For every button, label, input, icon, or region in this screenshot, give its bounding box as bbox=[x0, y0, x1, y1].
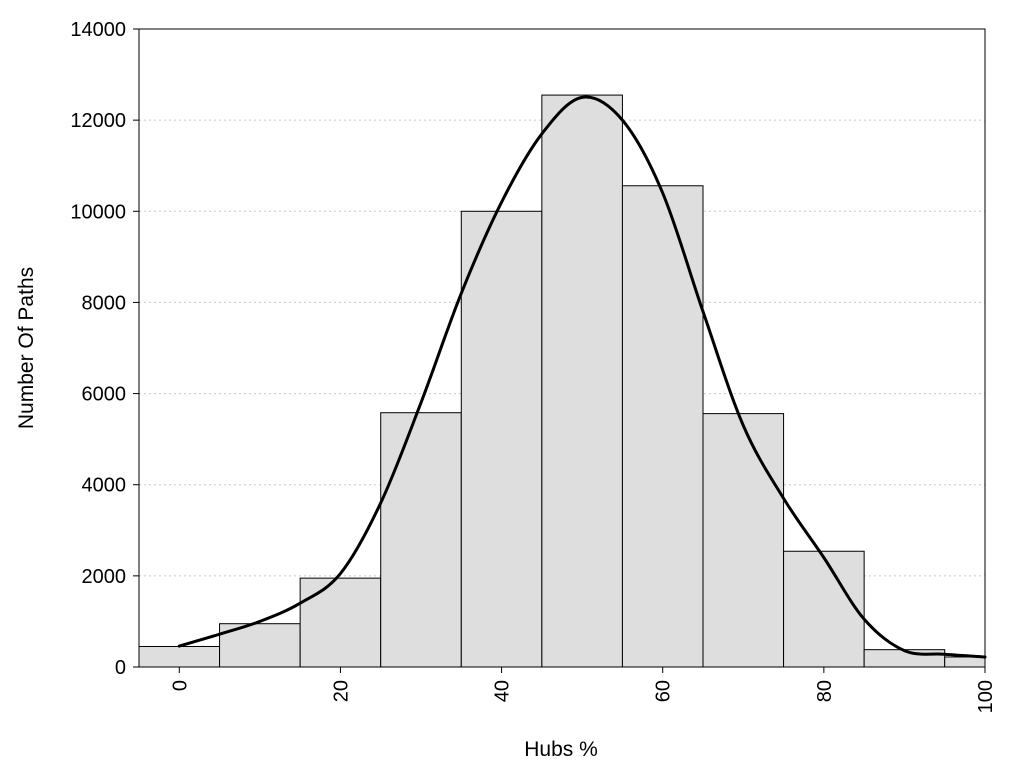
x-tick-label: 20 bbox=[330, 680, 352, 702]
y-tick-label: 4000 bbox=[82, 475, 127, 497]
y-tick-label: 2000 bbox=[82, 566, 127, 588]
density-curve bbox=[177, 95, 987, 659]
histogram-bar bbox=[299, 577, 382, 668]
x-tick-label: 40 bbox=[492, 680, 514, 702]
y-tick-label: 0 bbox=[115, 657, 126, 679]
y-axis: 0 2000 4000 6000 8000 10000 12000 14000 bbox=[70, 19, 139, 679]
histogram-bar bbox=[621, 185, 704, 668]
histogram-bar bbox=[380, 412, 462, 668]
bars bbox=[138, 94, 986, 668]
y-tick-label: 10000 bbox=[70, 201, 126, 223]
y-tick-label: 8000 bbox=[82, 292, 127, 314]
x-tick-label: 100 bbox=[975, 680, 997, 713]
y-tick-label: 14000 bbox=[70, 19, 126, 41]
y-tick-label: 12000 bbox=[70, 110, 126, 132]
x-tick-label: 60 bbox=[653, 680, 675, 702]
density-curve-group bbox=[177, 95, 987, 659]
x-axis: 0 20 40 60 80 100 bbox=[169, 667, 997, 713]
histogram-bar bbox=[783, 550, 865, 668]
histogram-bar bbox=[460, 210, 543, 668]
histogram-bar bbox=[541, 94, 623, 668]
histogram-bar bbox=[863, 649, 946, 668]
x-tick-label: 0 bbox=[169, 680, 191, 691]
x-axis-title: Hubs % bbox=[524, 738, 598, 761]
histogram-bar bbox=[138, 645, 221, 668]
y-tick-label: 6000 bbox=[82, 384, 127, 406]
y-axis-title: Number Of Paths bbox=[15, 267, 38, 429]
histogram-bar bbox=[944, 656, 986, 668]
plot-frame bbox=[138, 28, 986, 668]
histogram-bar bbox=[702, 413, 785, 668]
x-tick-label: 80 bbox=[814, 680, 836, 702]
